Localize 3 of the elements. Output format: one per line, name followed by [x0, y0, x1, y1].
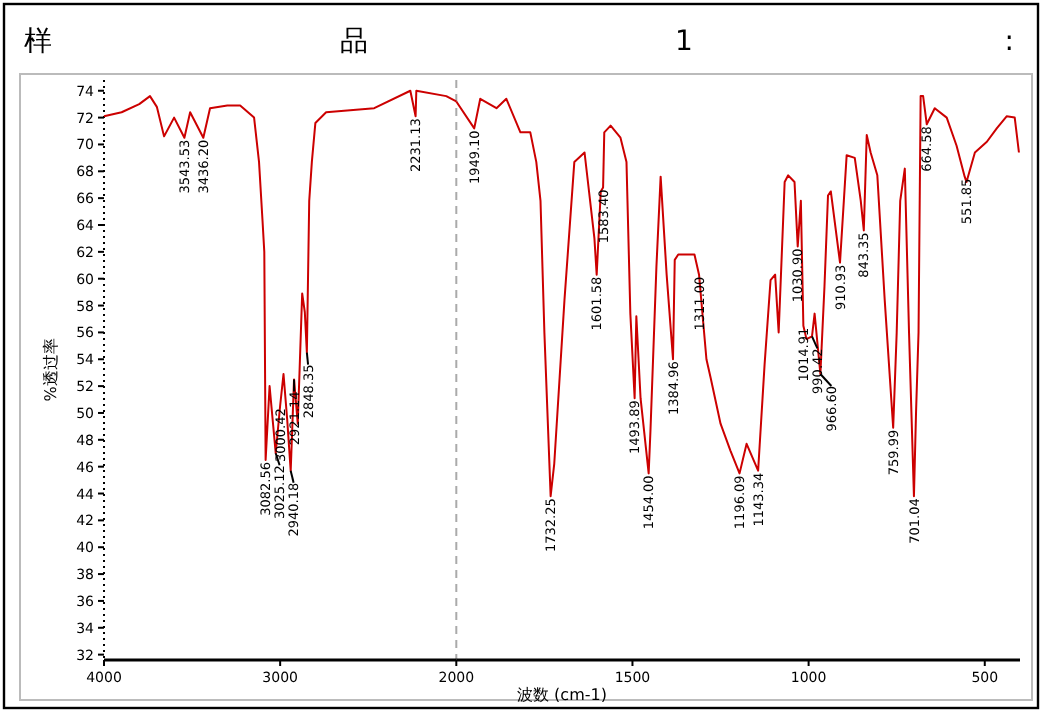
x-axis-title: 波数 (cm-1) — [517, 686, 607, 704]
y-axis-title: %透过率 — [42, 338, 60, 402]
title: 样 品 1 : — [24, 26, 1014, 58]
